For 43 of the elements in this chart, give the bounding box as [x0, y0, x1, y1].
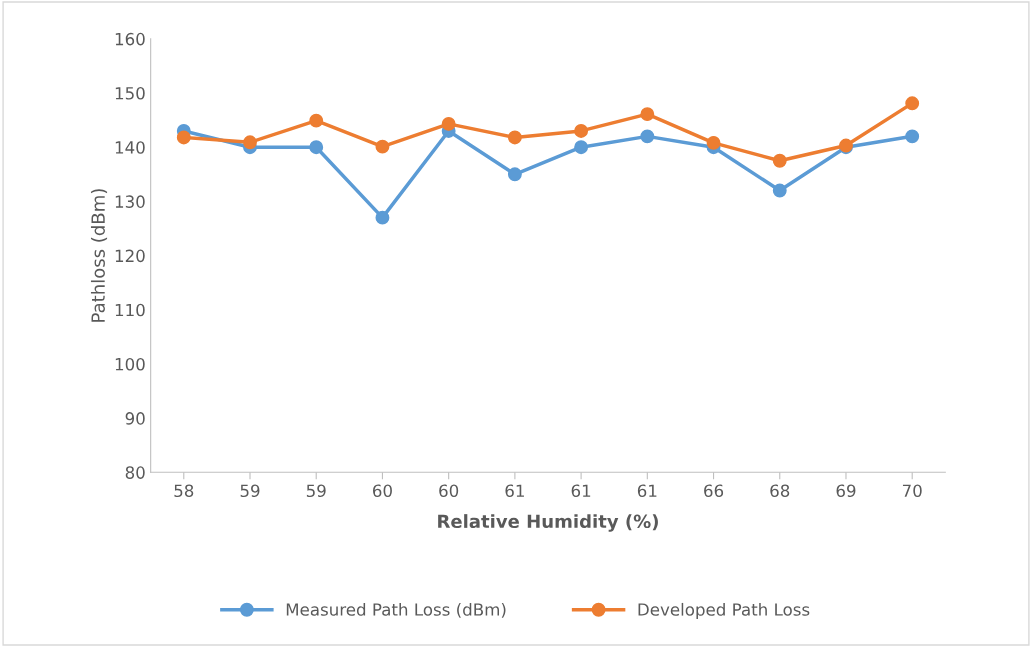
x-tick-label: 58	[174, 484, 194, 498]
x-tick-label: 69	[836, 484, 856, 498]
x-axis-title: Relative Humidity (%)	[438, 514, 658, 532]
point	[309, 140, 324, 155]
point	[507, 167, 522, 182]
x-tick-label: 61	[571, 484, 591, 498]
point	[176, 130, 191, 145]
x-tick-label: 70	[902, 484, 922, 498]
point	[640, 107, 655, 122]
x-tick-label: 66	[704, 484, 724, 498]
y-tick-label: 130	[115, 195, 145, 208]
point	[375, 139, 390, 154]
y-tick-label: 160	[115, 32, 145, 46]
legend-label: Measured Path Loss (dBm)	[286, 602, 506, 618]
y-tick-label: 110	[115, 303, 145, 317]
x-tick-label: 68	[770, 484, 790, 498]
point	[574, 123, 589, 138]
point	[507, 130, 522, 145]
x-tick-label: 59	[240, 484, 260, 498]
legend-label: Developed Path Loss	[638, 602, 810, 620]
y-tick-label: 90	[125, 412, 145, 425]
x-tick-label: 59	[306, 484, 326, 498]
y-tick-label: 80	[125, 466, 145, 479]
y-tick-label: 120	[115, 249, 145, 263]
x-tick-label: 60	[373, 484, 392, 498]
point	[243, 135, 257, 150]
y-tick-label: 100	[115, 357, 145, 371]
x-tick-label: 61	[637, 484, 657, 498]
point	[772, 183, 787, 198]
point	[905, 129, 920, 144]
y-axis-title: Pathloss (dBm)	[90, 189, 108, 322]
point	[905, 96, 920, 111]
point	[640, 129, 655, 144]
point	[309, 113, 324, 128]
point	[772, 153, 787, 168]
y-tick-label: 150	[115, 86, 145, 100]
point	[706, 135, 721, 150]
x-tick-label: 60	[439, 484, 459, 498]
point	[574, 140, 589, 155]
point	[441, 116, 456, 131]
y-tick-label: 140	[115, 141, 145, 154]
point	[375, 210, 390, 225]
x-tick-label: 61	[505, 484, 524, 498]
